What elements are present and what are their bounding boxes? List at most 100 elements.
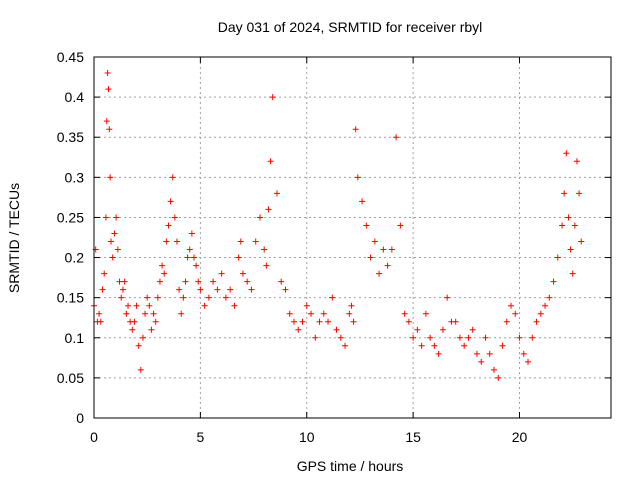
data-point: [573, 158, 580, 165]
data-point: [371, 238, 378, 245]
data-point: [129, 326, 136, 333]
data-point: [184, 254, 191, 261]
data-point: [516, 334, 523, 341]
data-point: [465, 334, 472, 341]
data-point: [282, 286, 289, 293]
data-point: [312, 334, 319, 341]
data-point: [278, 278, 285, 285]
data-point: [139, 334, 146, 341]
data-point: [348, 302, 355, 309]
data-point: [159, 262, 166, 269]
data-point: [363, 222, 370, 229]
data-point: [559, 222, 566, 229]
y-axis-title: SRMTID / TECUs: [6, 183, 22, 293]
y-tick-label: 0.35: [57, 129, 84, 145]
data-point: [397, 222, 404, 229]
data-point: [182, 278, 189, 285]
data-point: [256, 214, 263, 221]
data-point: [269, 94, 276, 101]
data-point: [431, 342, 438, 349]
data-point: [190, 254, 197, 261]
data-point: [103, 118, 110, 125]
data-point: [525, 358, 532, 365]
data-point: [380, 246, 387, 253]
data-point: [401, 310, 408, 317]
y-tick-label: 0.2: [65, 250, 85, 266]
data-point: [452, 318, 459, 325]
data-point: [161, 270, 168, 277]
y-tick-label: 0.05: [57, 370, 84, 386]
data-point: [376, 270, 383, 277]
data-point: [422, 310, 429, 317]
data-point: [169, 174, 176, 181]
data-point: [131, 318, 138, 325]
data-point: [499, 342, 506, 349]
data-point: [469, 326, 476, 333]
data-point: [205, 294, 212, 301]
chart-title: Day 031 of 2024, SRMTID for receiver rby…: [218, 19, 483, 35]
data-point: [142, 310, 149, 317]
data-point: [186, 246, 193, 253]
data-point: [427, 334, 434, 341]
data-point: [554, 254, 561, 261]
data-point: [235, 254, 242, 261]
data-point: [337, 334, 344, 341]
data-point: [227, 286, 234, 293]
data-point: [113, 214, 120, 221]
data-point: [218, 270, 225, 277]
data-point: [195, 278, 202, 285]
data-point: [173, 238, 180, 245]
data-point: [176, 286, 183, 293]
data-point: [125, 302, 132, 309]
data-point: [116, 278, 123, 285]
data-point: [563, 150, 570, 157]
data-point: [222, 294, 229, 301]
data-point: [533, 318, 540, 325]
y-tick-label: 0.45: [57, 49, 84, 65]
y-tick-label: 0.4: [65, 89, 85, 105]
data-point: [290, 318, 297, 325]
data-point: [106, 126, 113, 133]
data-point: [114, 246, 121, 253]
y-tick-label: 0.3: [65, 169, 85, 185]
data-point: [546, 294, 553, 301]
data-point: [197, 286, 204, 293]
data-point: [286, 310, 293, 317]
data-point: [578, 238, 585, 245]
data-point: [273, 190, 280, 197]
data-point: [244, 278, 251, 285]
data-point: [352, 126, 359, 133]
data-point: [239, 270, 246, 277]
data-point: [342, 342, 349, 349]
data-point: [193, 262, 200, 269]
data-point: [418, 342, 425, 349]
data-point: [439, 326, 446, 333]
data-point: [550, 278, 557, 285]
data-point: [137, 366, 144, 373]
data-point: [333, 326, 340, 333]
data-point: [569, 270, 576, 277]
data-point: [267, 158, 274, 165]
data-point: [329, 294, 336, 301]
data-point: [171, 214, 178, 221]
data-point: [146, 302, 153, 309]
data-point: [478, 358, 485, 365]
plot-frame: [93, 56, 612, 419]
data-point: [384, 262, 391, 269]
data-point: [201, 302, 208, 309]
data-point: [435, 350, 442, 357]
x-tick-label: 0: [90, 429, 98, 445]
data-point: [542, 302, 549, 309]
data-point: [96, 310, 103, 317]
data-point: [118, 294, 125, 301]
x-axis-title: GPS time / hours: [297, 458, 404, 474]
data-point: [180, 294, 187, 301]
data-point: [537, 310, 544, 317]
data-point: [97, 318, 104, 325]
grid-layer: [94, 57, 611, 418]
data-point: [108, 238, 115, 245]
data-point: [107, 174, 114, 181]
data-point: [231, 302, 238, 309]
